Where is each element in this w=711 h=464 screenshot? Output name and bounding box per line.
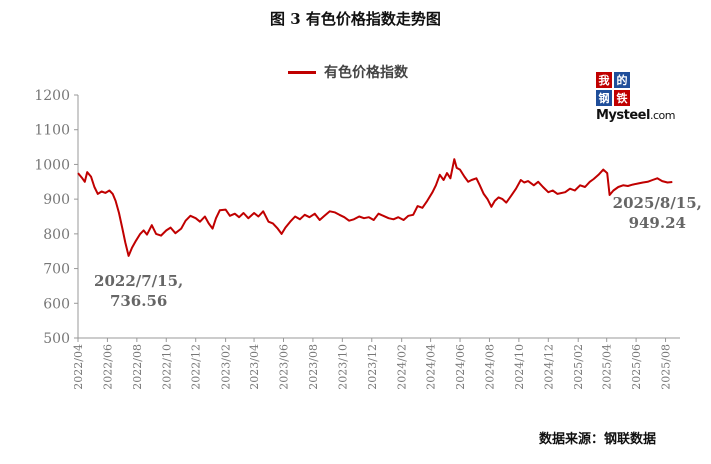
x-tick-label: 2025/04 [601, 344, 614, 390]
x-tick-label: 2022/08 [131, 344, 144, 390]
y-tick-label: 1100 [34, 123, 70, 139]
y-tick-label: 700 [43, 262, 70, 278]
series-line-price-index [77, 158, 673, 257]
x-tick-label: 2025/06 [630, 344, 643, 390]
x-tick-label: 2024/10 [513, 344, 526, 390]
chart-legend: 有色价格指数 [288, 62, 408, 82]
annotation-date: 2025/8/15, [613, 194, 702, 212]
y-tick-label: 1000 [34, 157, 70, 173]
logo-char-gang: 钢 [596, 90, 612, 106]
x-tick-label: 2023/08 [307, 344, 320, 390]
x-tick-label: 2025/02 [572, 344, 585, 390]
logo-wordmark: Mysteel.com [596, 108, 675, 123]
annotation-value: 736.56 [110, 292, 167, 310]
x-tick-label: 2024/06 [454, 344, 467, 390]
y-tick-label: 600 [43, 296, 70, 312]
annotations: 2022/7/15, 736.56 2025/8/15, 949.24 [94, 194, 702, 310]
x-tick-label: 2023/12 [366, 344, 379, 390]
x-tick-label: 2023/10 [336, 344, 349, 390]
source-note: 数据来源：钢联数据 [538, 432, 656, 447]
x-tick-label: 2023/02 [220, 344, 233, 390]
annotation-value: 949.24 [629, 214, 686, 232]
x-tick-label: 2024/08 [483, 344, 496, 390]
logo-char-wo: 我 [596, 72, 612, 88]
x-tick-label: 2024/04 [425, 344, 438, 390]
y-tick-label: 500 [43, 331, 70, 347]
annotation-date: 2022/7/15, [94, 272, 183, 290]
logo-word: Mysteel [596, 108, 650, 123]
y-tick-label: 800 [43, 227, 70, 243]
x-axis: 2022/04 2022/06 2022/08 2022/10 2022/12 2023/… [72, 337, 680, 390]
x-tick-label: 2023/06 [277, 344, 290, 390]
logo-suffix: .com [649, 109, 676, 122]
logo-char-tie: 铁 [614, 90, 630, 106]
x-tick-label: 2022/04 [72, 344, 85, 390]
y-tick-label: 900 [43, 192, 70, 208]
legend-swatch [288, 70, 316, 74]
x-tick-label: 2022/12 [190, 344, 203, 390]
x-tick-label: 2023/04 [248, 344, 261, 390]
x-tick-label: 2025/08 [660, 344, 673, 390]
y-axis: 500 600 700 800 900 1000 1100 1200 [34, 88, 79, 347]
x-tick-label: 2022/06 [101, 344, 114, 390]
x-tick-label: 2024/02 [396, 344, 409, 390]
x-tick-label: 2022/10 [160, 344, 173, 390]
y-tick-label: 1200 [34, 88, 70, 104]
x-tick-label: 2024/12 [542, 344, 555, 390]
legend-label: 有色价格指数 [324, 65, 408, 81]
logo-char-de: 的 [614, 72, 630, 88]
figure-title: 图 3 有色价格指数走势图 [270, 10, 441, 28]
mysteel-logo: 我 的 钢 铁 Mysteel.com [596, 72, 675, 130]
